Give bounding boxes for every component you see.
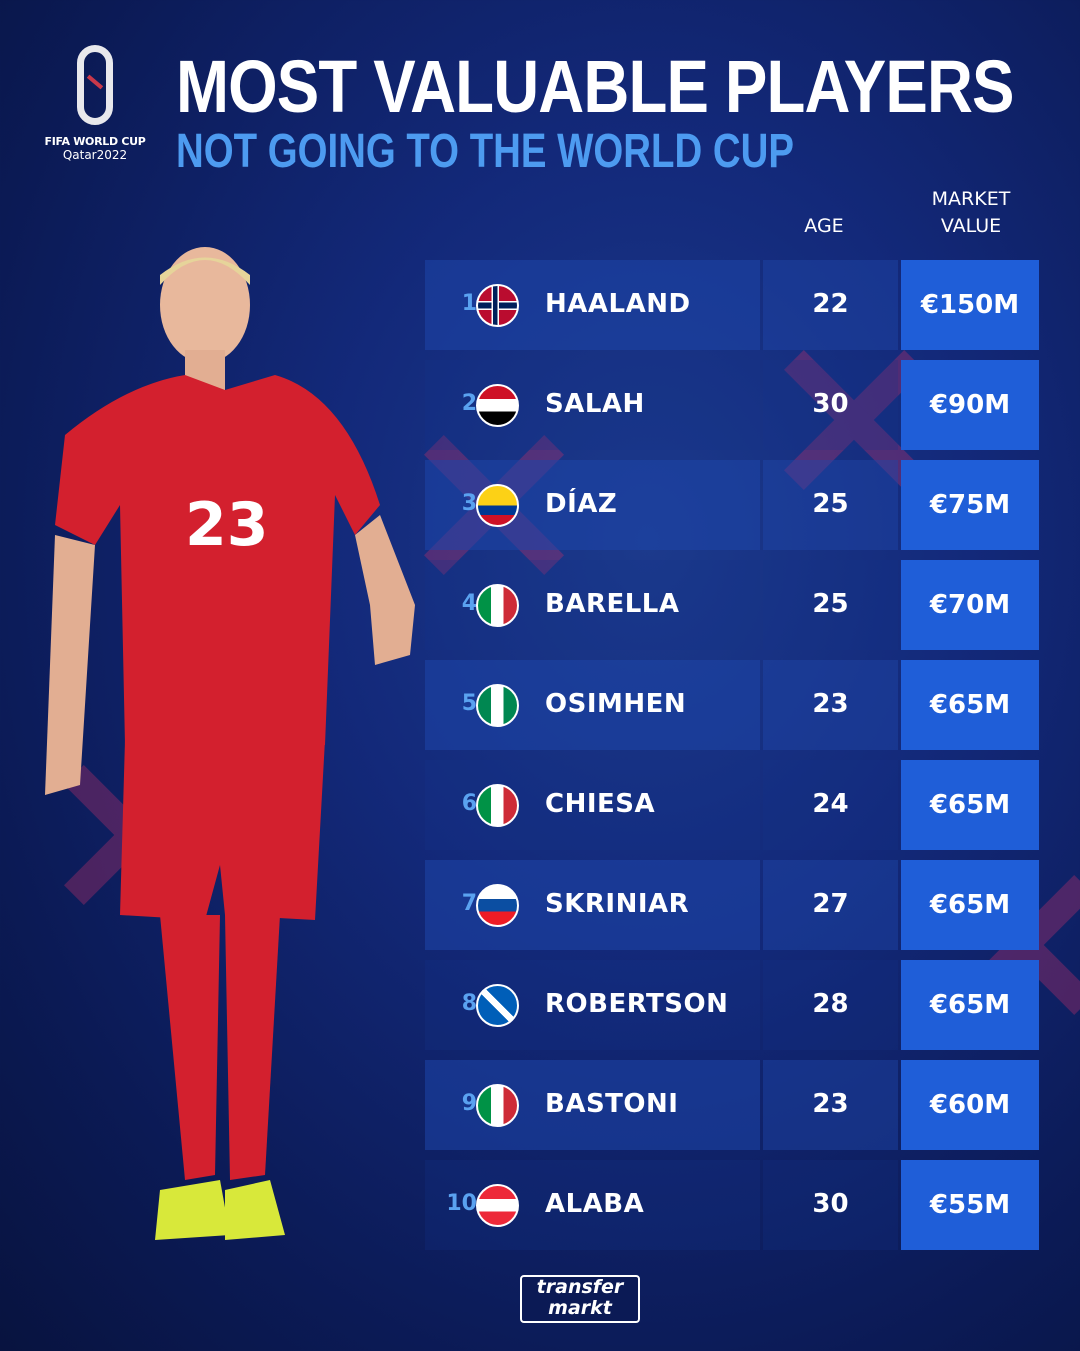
player-age: 30 — [812, 1189, 849, 1219]
market-value: €60M — [929, 1090, 1011, 1120]
slovakia-flag-icon — [476, 884, 519, 927]
table-row: 7 SKRINIAR 27 €65M — [425, 860, 1039, 950]
value-cell — [901, 560, 1039, 650]
transfermarkt-logo: transfer markt — [520, 1275, 640, 1323]
player-name: HAALAND — [545, 289, 691, 319]
nigeria-flag-icon — [476, 684, 519, 727]
value-cell — [901, 360, 1039, 450]
rank: 6 — [461, 791, 477, 816]
rank: 3 — [461, 491, 477, 516]
page-title: MOST VALUABLE PLAYERS — [176, 45, 1015, 128]
norway-flag-icon — [476, 284, 519, 327]
table-row: 9 BASTONI 23 €60M — [425, 1060, 1039, 1150]
age-cell — [763, 860, 898, 950]
age-cell — [763, 1160, 898, 1250]
shirt-number: 23 — [185, 490, 269, 560]
player-age: 22 — [812, 289, 849, 319]
age-cell — [763, 560, 898, 650]
rank: 9 — [461, 1091, 477, 1116]
logo-text: FIFA WORLD CUP — [44, 135, 146, 148]
rank: 4 — [461, 591, 477, 616]
player-name: SKRINIAR — [545, 889, 690, 919]
italy-flag-icon — [476, 584, 519, 627]
player-name: SALAH — [545, 389, 645, 419]
page-subtitle: NOT GOING TO THE WORLD CUP — [176, 125, 794, 178]
age-cell — [763, 960, 898, 1050]
value-cell — [901, 260, 1039, 350]
player-age: 24 — [812, 789, 849, 819]
value-cell — [901, 860, 1039, 950]
market-value: €55M — [929, 1190, 1011, 1220]
table-row: 6 CHIESA 24 €65M — [425, 760, 1039, 850]
austria-flag-icon — [476, 1184, 519, 1227]
market-value: €70M — [929, 590, 1011, 620]
player-age: 23 — [812, 1089, 849, 1119]
italy-flag-icon — [476, 784, 519, 827]
table-row: 10 ALABA 30 €55M — [425, 1160, 1039, 1250]
italy-flag-icon — [476, 1084, 519, 1127]
market-value: €65M — [929, 690, 1011, 720]
age-cell — [763, 660, 898, 750]
rank: 5 — [461, 691, 477, 716]
player-age: 28 — [812, 989, 849, 1019]
market-value-header: MARKET VALUE — [901, 186, 1041, 240]
market-value: €65M — [929, 790, 1011, 820]
table-row: 4 BARELLA 25 €70M — [425, 560, 1039, 650]
value-cell — [901, 1060, 1039, 1150]
market-value: €65M — [929, 990, 1011, 1020]
player-photo: 23 — [45, 247, 415, 1240]
age-cell — [763, 1060, 898, 1150]
brand-line2: markt — [548, 1297, 612, 1319]
rank: 1 — [461, 291, 477, 316]
table-row: 1 HAALAND 22 €150M — [425, 260, 1039, 350]
logo-subtext: Qatar2022 — [62, 148, 128, 162]
scotland-flag-icon — [476, 984, 519, 1027]
table-row: 8 ROBERTSON 28 €65M — [425, 960, 1039, 1050]
rank: 7 — [461, 891, 477, 916]
value-cell — [901, 960, 1039, 1050]
market-value: €150M — [920, 290, 1020, 320]
player-name: BARELLA — [545, 589, 680, 619]
egypt-flag-icon — [476, 384, 519, 427]
player-age: 27 — [812, 889, 849, 919]
age-cell — [763, 760, 898, 850]
player-name: BASTONI — [545, 1089, 679, 1119]
age-cell — [763, 260, 898, 350]
colombia-flag-icon — [476, 484, 519, 527]
world-cup-emblem-icon — [77, 45, 113, 125]
table-row: 5 OSIMHEN 23 €65M — [425, 660, 1039, 750]
player-name: DÍAZ — [545, 489, 618, 519]
player-age: 25 — [812, 489, 849, 519]
fifa-world-cup-logo: FIFA WORLD CUP Qatar2022 — [40, 45, 150, 162]
player-age: 30 — [812, 389, 849, 419]
age-cell — [763, 360, 898, 450]
value-cell — [901, 760, 1039, 850]
brand-line1: transfer — [536, 1276, 624, 1298]
value-cell — [901, 460, 1039, 550]
rank: 8 — [461, 991, 477, 1016]
table-row: 2 SALAH 30 €90M — [425, 360, 1039, 450]
player-age: 25 — [812, 589, 849, 619]
player-name: CHIESA — [545, 789, 656, 819]
player-age: 23 — [812, 689, 849, 719]
player-name: OSIMHEN — [545, 689, 687, 719]
market-value-header-line2: VALUE — [940, 215, 1002, 237]
value-cell — [901, 660, 1039, 750]
age-cell — [763, 460, 898, 550]
value-cell — [901, 1160, 1039, 1250]
age-header: AGE — [804, 215, 844, 237]
player-name: ROBERTSON — [545, 989, 729, 1019]
market-value: €90M — [929, 390, 1011, 420]
market-value: €65M — [929, 890, 1011, 920]
rank: 2 — [461, 391, 477, 416]
market-value-header-line1: MARKET — [931, 188, 1011, 210]
table-row: 3 DÍAZ 25 €75M — [425, 460, 1039, 550]
market-value: €75M — [929, 490, 1011, 520]
rank: 10 — [446, 1191, 477, 1216]
player-name: ALABA — [545, 1189, 645, 1219]
